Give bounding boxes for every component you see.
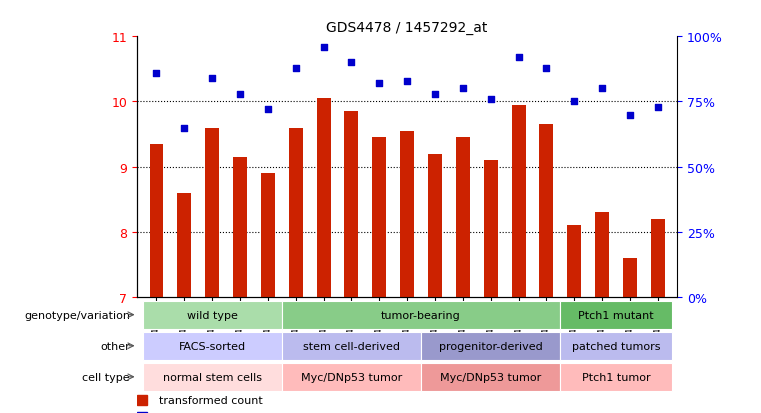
Bar [421,332,560,360]
Text: progenitor-derived: progenitor-derived [439,341,543,351]
Point [540,65,552,72]
Text: percentile rank within the sample: percentile rank within the sample [158,412,346,413]
Point [485,96,497,103]
Point [596,86,608,93]
Bar [595,213,609,297]
Text: transformed count: transformed count [158,395,263,405]
Bar [540,125,553,297]
Bar [484,161,498,297]
Point [317,44,330,51]
Bar [560,363,672,391]
Text: Myc/DNp53 tumor: Myc/DNp53 tumor [301,372,402,382]
Bar [560,301,672,329]
Point [624,112,636,119]
Text: Myc/DNp53 tumor: Myc/DNp53 tumor [440,372,541,382]
Text: Ptch1 tumor: Ptch1 tumor [581,372,651,382]
Point [401,78,413,85]
Text: Ptch1 mutant: Ptch1 mutant [578,310,654,320]
Bar [288,128,303,297]
Bar [282,301,560,329]
Point [457,86,469,93]
Point [651,104,664,111]
Point [373,81,385,87]
Bar [261,174,275,297]
Point [178,125,190,131]
Title: GDS4478 / 1457292_at: GDS4478 / 1457292_at [326,21,488,35]
Bar [456,138,470,297]
Bar [282,332,421,360]
Point [345,60,358,66]
Text: FACS-sorted: FACS-sorted [179,341,246,351]
Bar [567,226,581,297]
Bar [205,128,219,297]
Bar [177,193,191,297]
Point [512,55,524,61]
Text: genotype/variation: genotype/variation [24,310,130,320]
Point [262,107,274,113]
Text: tumor-bearing: tumor-bearing [381,310,461,320]
Bar [142,301,282,329]
Bar [623,259,637,297]
Bar [142,363,282,391]
Text: other: other [100,341,130,351]
Point [290,65,302,72]
Bar [345,112,358,297]
Bar [149,145,164,297]
Text: wild type: wild type [186,310,237,320]
Bar [233,157,247,297]
Text: stem cell-derived: stem cell-derived [303,341,400,351]
Point [429,91,441,98]
Bar [651,219,665,297]
Bar [421,363,560,391]
Point [206,76,218,82]
Bar [372,138,387,297]
Bar [317,99,330,297]
Bar [400,131,414,297]
Bar [142,332,282,360]
Text: cell type: cell type [82,372,130,382]
Text: normal stem cells: normal stem cells [163,372,262,382]
Bar [560,332,672,360]
Point [234,91,246,98]
Bar [511,105,526,297]
Bar [428,154,442,297]
Bar [282,363,421,391]
Text: patched tumors: patched tumors [572,341,661,351]
Point [151,70,163,77]
Point [568,99,581,105]
